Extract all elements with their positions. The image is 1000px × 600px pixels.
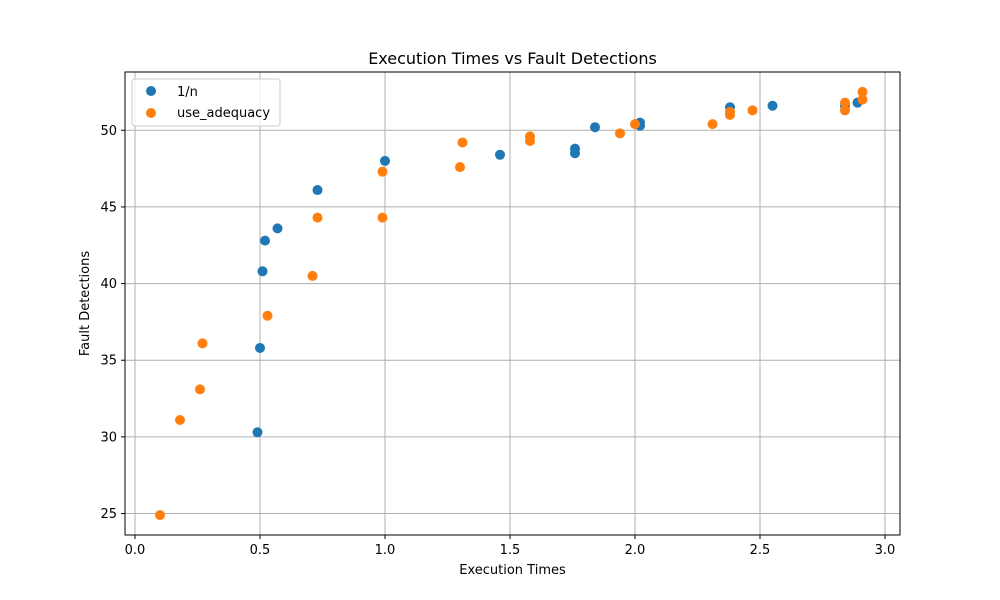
data-point-use-adequacy	[197, 338, 208, 349]
x-tick-label: 2.0	[625, 543, 646, 558]
data-point-use-adequacy	[725, 109, 735, 120]
legend: 1/n use_adequacy	[131, 78, 281, 127]
data-point-use-adequacy	[840, 97, 850, 108]
x-tick-label: 0.0	[125, 543, 146, 558]
data-point-1-n	[495, 149, 505, 160]
data-point-1-n	[590, 122, 600, 133]
grid	[125, 72, 900, 535]
data-point-use-adequacy	[857, 86, 868, 97]
data-point-1-n	[260, 235, 270, 246]
y-tick-label: 45	[100, 200, 117, 215]
data-point-use-adequacy	[377, 166, 388, 177]
data-point-use-adequacy	[175, 415, 185, 426]
data-point-use-adequacy	[195, 384, 205, 395]
data-point-use-adequacy	[630, 119, 640, 130]
data-point-use-adequacy	[707, 119, 718, 130]
legend-marker-use-adequacy	[146, 108, 156, 118]
y-tick-label: 40	[100, 277, 117, 292]
data-points	[155, 86, 868, 521]
y-axis-label: Fault Detections	[78, 251, 93, 356]
data-point-use-adequacy	[457, 137, 468, 148]
data-point-use-adequacy	[840, 105, 850, 116]
legend-marker-1-n	[146, 86, 156, 96]
x-tick-label: 0.5	[250, 543, 271, 558]
data-point-1-n	[255, 342, 265, 353]
data-point-use-adequacy	[455, 162, 465, 173]
legend-box	[131, 78, 281, 127]
data-point-1-n	[767, 100, 778, 111]
chart-title: Execution Times vs Fault Detections	[368, 49, 657, 68]
x-tick-label: 1.5	[500, 543, 521, 558]
data-point-1-n	[272, 223, 283, 234]
data-point-use-adequacy	[615, 128, 625, 139]
data-point-use-adequacy	[525, 131, 535, 142]
legend-label-use-adequacy: use_adequacy	[177, 106, 270, 121]
data-point-1-n	[252, 427, 263, 438]
y-tick-label: 25	[100, 507, 117, 522]
data-point-use-adequacy	[307, 270, 318, 281]
x-tick-label: 2.5	[750, 543, 771, 558]
data-point-use-adequacy	[155, 510, 165, 521]
data-point-use-adequacy	[312, 212, 323, 223]
y-tick-label: 50	[100, 124, 117, 139]
data-point-1-n	[380, 155, 390, 166]
legend-label-1-n: 1/n	[177, 85, 198, 100]
x-tick-label: 1.0	[375, 543, 396, 558]
data-point-1-n	[312, 185, 323, 196]
data-point-1-n	[570, 148, 580, 159]
y-tick-label: 30	[100, 430, 117, 445]
data-point-use-adequacy	[857, 94, 868, 105]
data-point-1-n	[257, 266, 268, 277]
x-tick-label: 3.0	[875, 543, 896, 558]
y-tick-label: 35	[100, 354, 117, 369]
data-point-use-adequacy	[747, 105, 758, 116]
data-point-use-adequacy	[262, 310, 273, 321]
plot-area-frame	[124, 71, 901, 536]
x-axis-label: Execution Times	[459, 563, 566, 578]
data-point-use-adequacy	[377, 212, 388, 223]
axis-ticks: 0.0 0.5 1.0 1.5 2.0 2.5 3.0 25 30 35 40 45 50	[100, 124, 895, 558]
